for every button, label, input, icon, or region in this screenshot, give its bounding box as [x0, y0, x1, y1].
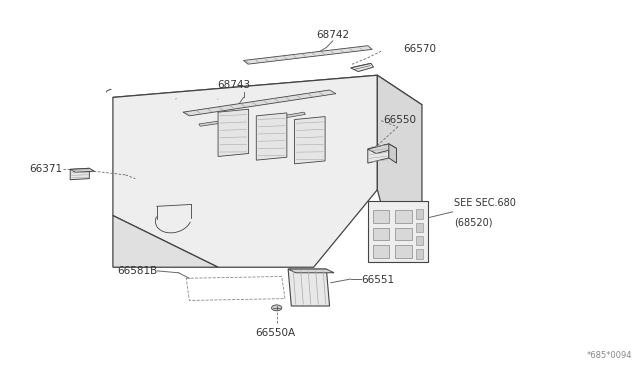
FancyBboxPatch shape — [395, 246, 412, 258]
FancyBboxPatch shape — [373, 246, 390, 258]
Polygon shape — [218, 109, 248, 157]
Text: 68742: 68742 — [316, 30, 349, 40]
Text: 66551: 66551 — [362, 275, 394, 285]
Text: 66371: 66371 — [29, 164, 62, 174]
Text: 66550: 66550 — [384, 115, 417, 125]
Text: 68743: 68743 — [218, 80, 250, 90]
FancyBboxPatch shape — [415, 209, 423, 219]
Polygon shape — [278, 112, 305, 119]
Polygon shape — [378, 75, 422, 238]
Polygon shape — [70, 168, 90, 180]
Polygon shape — [389, 144, 396, 163]
Text: 66581B: 66581B — [117, 266, 157, 276]
FancyBboxPatch shape — [415, 236, 423, 246]
Polygon shape — [351, 63, 374, 71]
Polygon shape — [288, 269, 334, 273]
Polygon shape — [113, 75, 378, 267]
Polygon shape — [199, 120, 226, 126]
Polygon shape — [113, 75, 422, 134]
Polygon shape — [294, 116, 325, 164]
FancyBboxPatch shape — [415, 249, 423, 259]
Polygon shape — [288, 269, 330, 306]
Polygon shape — [113, 215, 218, 267]
FancyBboxPatch shape — [395, 228, 412, 240]
Circle shape — [271, 305, 282, 311]
Text: (68520): (68520) — [454, 218, 492, 228]
Text: 66550A: 66550A — [255, 328, 296, 338]
FancyBboxPatch shape — [415, 222, 423, 232]
Polygon shape — [244, 46, 372, 64]
Text: SEE SEC.680: SEE SEC.680 — [454, 198, 516, 208]
Polygon shape — [368, 144, 396, 154]
Text: *685*0094: *685*0094 — [587, 351, 632, 360]
FancyBboxPatch shape — [395, 210, 412, 222]
FancyBboxPatch shape — [368, 201, 428, 262]
FancyBboxPatch shape — [373, 210, 390, 222]
Polygon shape — [70, 168, 95, 172]
FancyBboxPatch shape — [373, 228, 390, 240]
Polygon shape — [368, 144, 389, 163]
Polygon shape — [183, 90, 336, 116]
Text: 66570: 66570 — [403, 44, 436, 54]
Polygon shape — [256, 113, 287, 160]
